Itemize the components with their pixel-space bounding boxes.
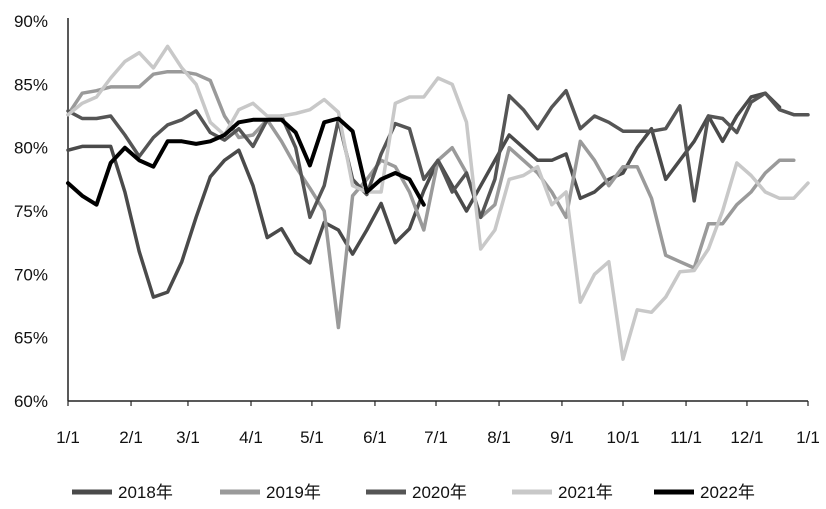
y-tick-label: 75% xyxy=(14,202,48,221)
x-tick-label: 2/1 xyxy=(119,428,143,447)
series-line-2020 xyxy=(66,88,810,220)
legend-label: 2019年 xyxy=(266,483,321,502)
y-tick-label: 85% xyxy=(14,75,48,94)
y-tick-labels: 60% 65% 70% 75% 80% 85% 90% xyxy=(14,12,48,411)
y-tick-label: 70% xyxy=(14,265,48,284)
series-line-2019 xyxy=(66,69,796,330)
x-tick-label: 5/1 xyxy=(300,428,324,447)
legend-item: 2020年 xyxy=(366,483,467,502)
legend-label: 2020年 xyxy=(412,483,467,502)
x-tick-label: 1/1 xyxy=(796,428,820,447)
series-line-2022 xyxy=(66,116,426,207)
x-tick-label: 11/1 xyxy=(670,428,702,447)
legend-label: 2018年 xyxy=(118,483,173,502)
x-tick-label: 7/1 xyxy=(424,428,448,447)
x-tick-labels: 1/1 2/1 3/1 4/1 5/1 6/1 7/1 8/1 9/1 10/1 11/1 12/1 1… xyxy=(56,401,820,447)
y-tick-label: 80% xyxy=(14,139,48,158)
x-tick-label: 10/1 xyxy=(606,428,639,447)
y-tick-label: 65% xyxy=(14,329,48,348)
legend-label: 2022年 xyxy=(700,483,755,502)
x-tick-label: 8/1 xyxy=(487,428,511,447)
series-lines xyxy=(66,44,810,361)
legend: 2018年 2019年 2020年 2021年 2022年 xyxy=(72,483,755,502)
x-tick-label: 3/1 xyxy=(176,428,200,447)
legend-item: 2019年 xyxy=(220,483,321,502)
x-tick-label: 12/1 xyxy=(730,428,763,447)
y-tick-label: 60% xyxy=(14,392,48,411)
legend-item: 2021年 xyxy=(512,483,613,502)
x-tick-label: 6/1 xyxy=(363,428,387,447)
series-line-2021 xyxy=(66,44,810,361)
series-line-2018 xyxy=(66,91,782,299)
x-tick-label: 4/1 xyxy=(239,428,263,447)
x-tick-label: 9/1 xyxy=(550,428,574,447)
x-tick-label: 1/1 xyxy=(56,428,80,447)
legend-item: 2018年 xyxy=(72,483,173,502)
y-tick-label: 90% xyxy=(14,12,48,31)
legend-label: 2021年 xyxy=(558,483,613,502)
chart-axes xyxy=(67,18,808,402)
legend-item: 2022年 xyxy=(654,483,755,502)
